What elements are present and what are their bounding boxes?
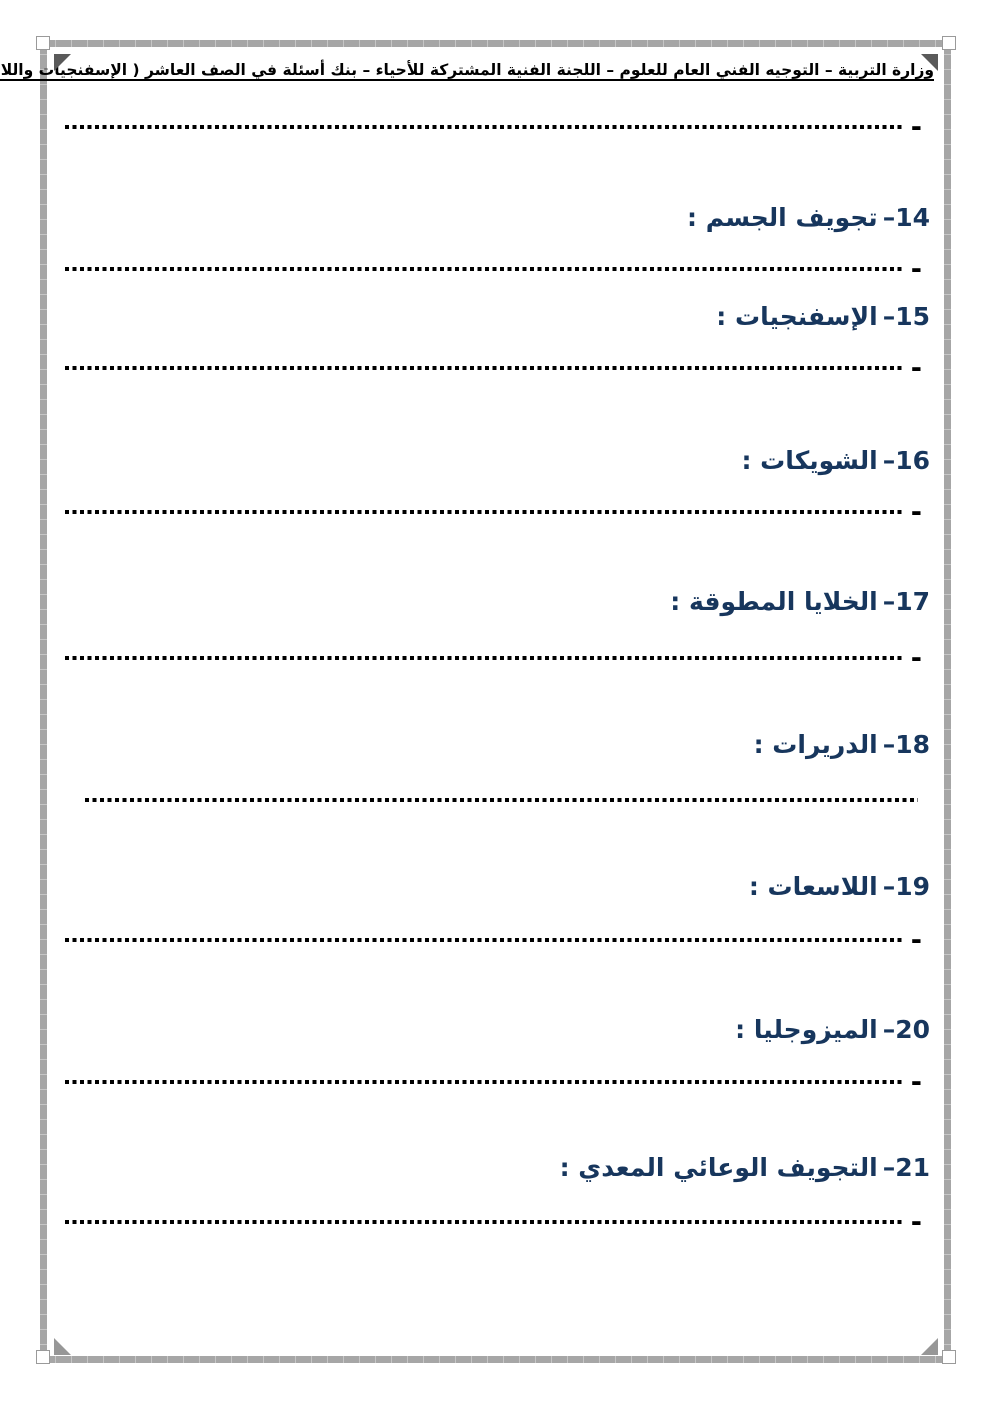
item-label: تجويف الجسم : [687, 203, 878, 232]
question-item-18: 18–الدريرات : [754, 728, 930, 762]
document-header-text: وزارة التربية – التوجيه الفني العام للعل… [0, 61, 934, 79]
item-number: 21 [895, 1153, 930, 1182]
item-label: الشويكات : [741, 446, 878, 475]
dotted-rule [65, 1220, 902, 1224]
answer-dash: - [910, 253, 922, 285]
answer-dash: - [910, 1066, 922, 1098]
item-label: الميزوجليا : [735, 1015, 878, 1044]
corner-square-bottom-left [36, 1350, 50, 1364]
item-number: 15 [895, 302, 930, 331]
item-number: 16 [895, 446, 930, 475]
item-label: الدريرات : [753, 730, 878, 759]
dotted-rule [65, 267, 902, 271]
corner-triangle-bottom-right [921, 1338, 938, 1355]
question-item-19: 19–اللاسعات : [749, 870, 930, 904]
page-border-top [40, 40, 952, 47]
question-item-20: 20–الميزوجليا : [735, 1013, 930, 1047]
dotted-rule [65, 510, 902, 514]
item-number: 18 [895, 730, 930, 759]
page-border-left [40, 40, 47, 1363]
item-number: 19 [895, 872, 930, 901]
item-label: الخلايا المطوقة : [670, 587, 878, 616]
item-number: 20 [895, 1015, 930, 1044]
item-separator: – [882, 587, 896, 616]
answer-line: - [65, 253, 922, 285]
item-label: الإسفنجيات : [716, 302, 878, 331]
item-separator: – [882, 1015, 896, 1044]
answer-line: - [65, 924, 922, 956]
item-separator: – [882, 203, 896, 232]
answer-dash: - [910, 1206, 922, 1238]
item-number: 14 [895, 203, 930, 232]
corner-triangle-bottom-left [54, 1338, 71, 1355]
page-border-right [944, 40, 951, 1363]
question-item-16: 16–الشويكات : [741, 444, 930, 478]
corner-square-top-left [36, 36, 50, 50]
item-separator: – [882, 302, 896, 331]
dotted-rule [65, 1080, 902, 1084]
dotted-rule [85, 798, 918, 802]
item-separator: – [882, 872, 896, 901]
corner-square-bottom-right [942, 1350, 956, 1364]
page-border-bottom [40, 1356, 952, 1363]
answer-line: - [65, 352, 922, 384]
dotted-rule [65, 125, 902, 129]
answer-line: - [65, 1066, 922, 1098]
item-number: 17 [895, 587, 930, 616]
answer-dash: - [910, 111, 922, 143]
answer-dash: - [910, 924, 922, 956]
item-separator: – [882, 730, 896, 759]
question-item-17: 17–الخلايا المطوقة : [670, 585, 930, 619]
item-label: اللاسعات : [748, 872, 878, 901]
answer-line: - [65, 1206, 922, 1238]
answer-dash: - [910, 642, 922, 674]
dotted-rule [65, 938, 902, 942]
question-item-14: 14–تجويف الجسم : [687, 201, 930, 235]
answer-dash: - [910, 496, 922, 528]
dotted-rule [65, 656, 902, 660]
dotted-rule [65, 366, 902, 370]
answer-line: - [65, 111, 922, 143]
answer-line: - [85, 795, 918, 805]
item-separator: – [882, 446, 896, 475]
answer-dash: - [910, 352, 922, 384]
document-header: وزارة التربية – التوجيه الفني العام للعل… [0, 54, 934, 86]
question-item-15: 15–الإسفنجيات : [716, 300, 930, 334]
item-separator: – [882, 1153, 896, 1182]
answer-line: - [65, 496, 922, 528]
item-label: التجويف الوعائي المعدي : [559, 1153, 878, 1182]
answer-line: - [65, 642, 922, 674]
corner-square-top-right [942, 36, 956, 50]
question-item-21: 21–التجويف الوعائي المعدي : [560, 1151, 930, 1185]
